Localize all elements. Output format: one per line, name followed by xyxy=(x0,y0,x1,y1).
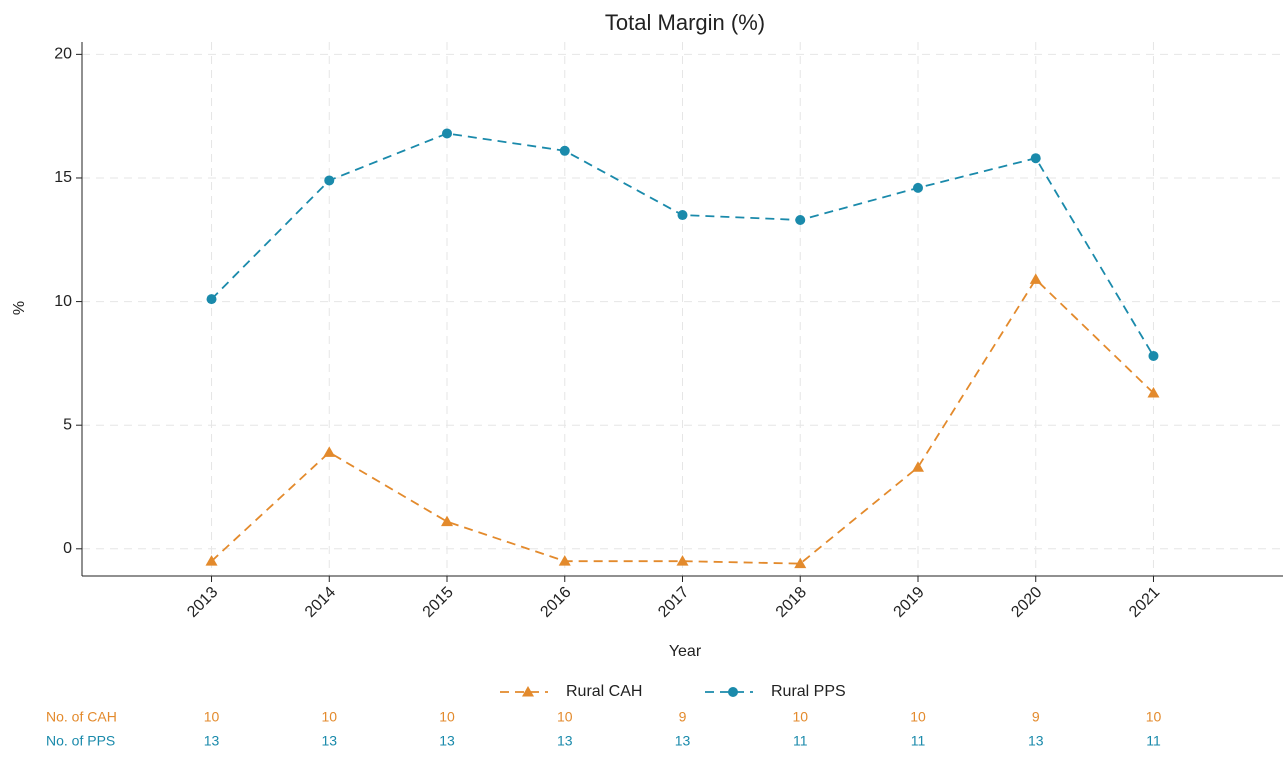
table-cell: 13 xyxy=(321,733,337,749)
point xyxy=(912,182,923,193)
legend-marker xyxy=(522,686,534,697)
legend-label: Rural CAH xyxy=(566,683,642,700)
point xyxy=(206,294,217,305)
table-cell: 10 xyxy=(792,709,808,725)
table-cell: 10 xyxy=(321,709,337,725)
x-tick-label: 2015 xyxy=(420,584,457,621)
x-tick-label: 2016 xyxy=(537,584,574,621)
table-cell: 10 xyxy=(1146,709,1162,725)
table-cell: 10 xyxy=(439,709,455,725)
point xyxy=(676,555,689,566)
point xyxy=(677,210,688,221)
y-tick-label: 15 xyxy=(54,169,72,186)
table-row-label: No. of PPS xyxy=(46,733,115,749)
x-tick-label: 2019 xyxy=(891,584,928,621)
table-cell: 13 xyxy=(204,733,220,749)
point xyxy=(442,128,453,139)
table-cell: 11 xyxy=(1146,733,1161,749)
table-cell: 13 xyxy=(439,733,455,749)
y-tick-label: 10 xyxy=(54,293,72,310)
point xyxy=(205,555,218,566)
x-tick-label: 2014 xyxy=(302,584,339,621)
point xyxy=(559,145,570,156)
point xyxy=(1147,387,1160,398)
x-tick-label: 2013 xyxy=(184,584,221,621)
point xyxy=(1148,350,1159,361)
table-cell: 9 xyxy=(679,709,687,725)
point xyxy=(1030,153,1041,164)
y-tick-label: 20 xyxy=(54,46,72,63)
table-cell: 13 xyxy=(557,733,573,749)
x-tick-label: 2021 xyxy=(1126,584,1163,621)
point xyxy=(911,461,924,472)
point xyxy=(324,175,335,186)
table-cell: 10 xyxy=(557,709,573,725)
point xyxy=(795,215,806,225)
x-axis-label: Year xyxy=(669,643,702,660)
table-cell: 10 xyxy=(204,709,220,725)
table-cell: 13 xyxy=(1028,733,1044,749)
table-cell: 11 xyxy=(911,733,926,749)
y-axis-label: % xyxy=(11,301,28,315)
table-cell: 13 xyxy=(675,733,691,749)
point xyxy=(323,446,336,457)
table-row-label: No. of CAH xyxy=(46,709,117,725)
table-cell: 11 xyxy=(793,733,808,749)
point xyxy=(441,515,454,527)
table-cell: 9 xyxy=(1032,709,1040,725)
y-tick-label: 5 xyxy=(63,416,72,433)
point xyxy=(558,555,571,566)
legend-label: Rural PPS xyxy=(771,683,846,700)
legend-marker xyxy=(728,687,738,697)
point xyxy=(1029,273,1042,284)
table-cell: 10 xyxy=(910,709,926,725)
x-tick-label: 2018 xyxy=(773,584,810,621)
point xyxy=(794,557,807,569)
y-tick-label: 0 xyxy=(63,540,72,557)
x-tick-label: 2017 xyxy=(655,584,692,621)
x-tick-label: 2020 xyxy=(1008,584,1045,621)
chart-title: Total Margin (%) xyxy=(605,10,765,35)
